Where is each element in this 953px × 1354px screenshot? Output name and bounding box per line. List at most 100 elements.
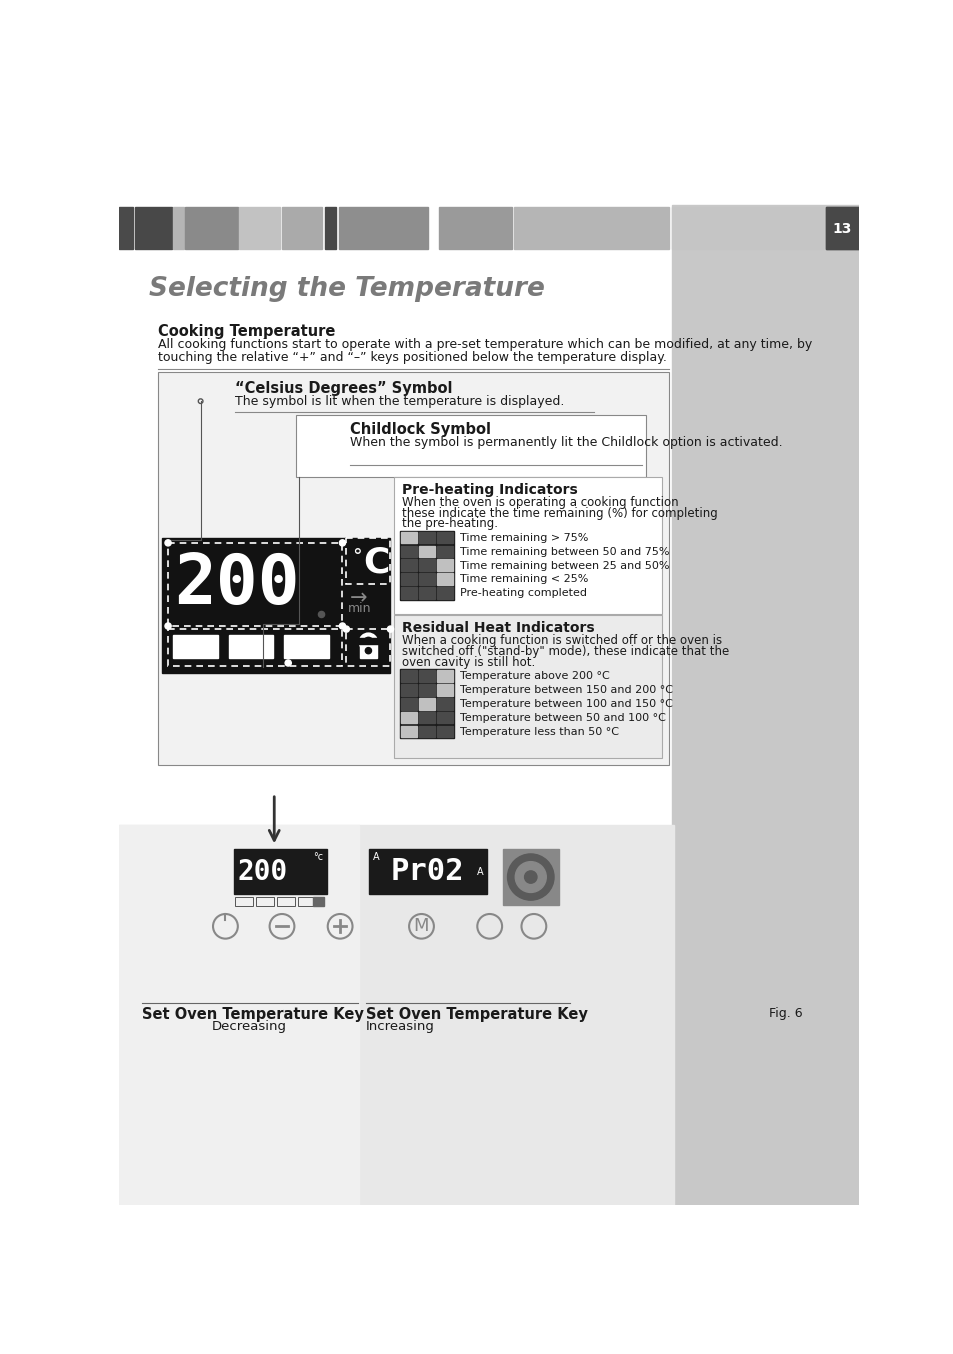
Bar (119, 207, 133, 249)
Text: 200: 200 (237, 857, 288, 886)
Text: Temperature between 150 and 200 °C: Temperature between 150 and 200 °C (459, 685, 673, 696)
Bar (239, 207, 279, 249)
Bar (418, 546, 435, 556)
Circle shape (343, 626, 349, 632)
Bar (119, 825, 359, 1205)
Text: Temperature between 50 and 100 °C: Temperature between 50 and 100 °C (459, 714, 665, 723)
Text: Set Oven Temperature Key: Set Oven Temperature Key (365, 1007, 587, 1022)
Bar (400, 670, 416, 682)
Bar (436, 588, 453, 598)
Bar (369, 849, 486, 894)
Bar (418, 573, 435, 585)
Bar (162, 539, 390, 673)
Bar (394, 477, 661, 613)
Bar (185, 207, 237, 249)
Bar (514, 207, 669, 249)
Circle shape (365, 647, 371, 654)
Bar (436, 684, 453, 696)
Text: Pr02: Pr02 (391, 857, 464, 886)
Bar (358, 638, 378, 643)
Circle shape (387, 626, 394, 632)
Text: Temperature less than 50 °C: Temperature less than 50 °C (459, 727, 618, 737)
Bar (158, 372, 669, 765)
Circle shape (524, 871, 537, 883)
Text: Pre-heating completed: Pre-heating completed (459, 588, 587, 598)
Text: switched off ("stand-by" mode), these indicate that the: switched off ("stand-by" mode), these in… (402, 646, 729, 658)
Bar (284, 635, 329, 658)
Bar (119, 825, 674, 1205)
Circle shape (165, 623, 171, 630)
Bar (235, 898, 253, 906)
Bar (399, 531, 454, 600)
Bar (825, 207, 858, 249)
Bar (400, 573, 416, 585)
Bar (346, 630, 390, 666)
Bar (825, 207, 858, 249)
Bar (436, 559, 453, 571)
Bar (313, 898, 323, 906)
Text: Fig. 6: Fig. 6 (768, 1007, 801, 1020)
Bar (418, 588, 435, 598)
Text: these indicate the time remaining (%) for completing: these indicate the time remaining (%) fo… (402, 506, 717, 520)
Text: C: C (363, 546, 390, 580)
Bar (418, 670, 435, 682)
Bar (436, 726, 453, 738)
Bar (298, 898, 315, 906)
Text: Residual Heat Indicators: Residual Heat Indicators (402, 621, 594, 635)
Bar (400, 684, 416, 696)
Bar (418, 684, 435, 696)
Text: 200: 200 (174, 551, 299, 617)
Text: the pre-heating.: the pre-heating. (402, 517, 497, 531)
Text: All cooking functions start to operate with a pre-set temperature which can be m: All cooking functions start to operate w… (158, 338, 811, 351)
Bar (277, 898, 294, 906)
Bar (436, 532, 453, 543)
Text: →: → (349, 588, 367, 608)
Bar (282, 207, 322, 249)
Bar (418, 712, 435, 723)
Text: When the symbol is permanently lit the Childlock option is activated.: When the symbol is permanently lit the C… (350, 436, 782, 448)
Text: Cooking Temperature: Cooking Temperature (158, 324, 335, 340)
Bar (400, 546, 416, 556)
Text: Childlock Symbol: Childlock Symbol (350, 422, 491, 437)
Text: Pre-heating Indicators: Pre-heating Indicators (402, 483, 578, 497)
Text: The symbol is lit when the temperature is displayed.: The symbol is lit when the temperature i… (235, 395, 564, 408)
Bar (400, 726, 416, 738)
Circle shape (339, 623, 345, 630)
Bar (324, 207, 335, 249)
Text: Temperature above 200 °C: Temperature above 200 °C (459, 672, 609, 681)
Bar (173, 207, 183, 249)
Bar (400, 588, 416, 598)
Bar (671, 204, 858, 1205)
Bar (172, 635, 217, 658)
Text: Time remaining > 75%: Time remaining > 75% (459, 533, 588, 543)
Bar (436, 546, 453, 556)
Text: min: min (348, 603, 371, 615)
Text: A: A (373, 852, 379, 861)
Bar (418, 699, 435, 709)
Text: Time remaining < 25%: Time remaining < 25% (459, 574, 588, 585)
Bar (436, 699, 453, 709)
Bar (418, 726, 435, 738)
Circle shape (515, 861, 546, 892)
Bar (399, 669, 454, 738)
Text: °c: °c (313, 852, 323, 861)
Bar (168, 543, 342, 626)
Bar (346, 539, 390, 585)
Bar (418, 559, 435, 571)
Text: Time remaining between 50 and 75%: Time remaining between 50 and 75% (459, 547, 669, 556)
Text: touching the relative “+” and “–” keys positioned below the temperature display.: touching the relative “+” and “–” keys p… (158, 351, 666, 364)
Bar (400, 559, 416, 571)
Bar (359, 643, 376, 658)
Text: oven cavity is still hot.: oven cavity is still hot. (402, 657, 535, 669)
Text: °: ° (353, 547, 362, 566)
Text: Time remaining between 25 and 50%: Time remaining between 25 and 50% (459, 561, 669, 570)
Circle shape (285, 659, 291, 666)
Circle shape (507, 854, 554, 900)
Bar (295, 416, 645, 477)
Bar (134, 207, 172, 249)
Text: Set Oven Temperature Key: Set Oven Temperature Key (142, 1007, 364, 1022)
Bar (168, 630, 342, 666)
Bar (671, 207, 822, 249)
Text: A: A (476, 867, 483, 876)
Bar (418, 532, 435, 543)
